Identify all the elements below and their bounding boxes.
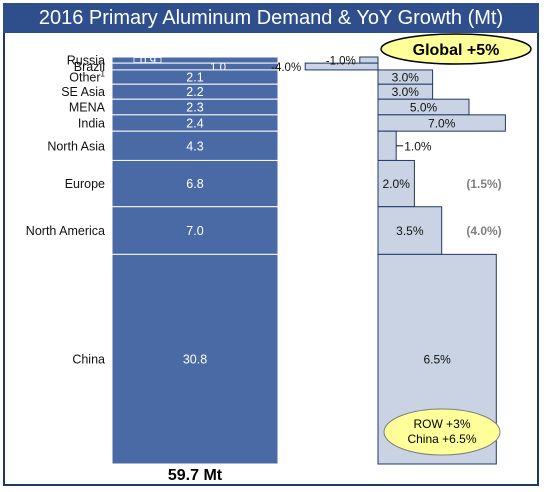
category-label-mena: MENA — [69, 101, 106, 115]
category-label-china: China — [72, 353, 105, 367]
growth-value-se-asia: 3.0% — [392, 85, 420, 99]
total-demand-label: 59.7 Mt — [168, 467, 223, 484]
growth-bar-brazil — [304, 62, 379, 71]
demand-bar-north-asia — [111, 130, 279, 161]
demand-bar-north-america — [111, 206, 279, 255]
demand-value-india: 2.4 — [186, 117, 203, 131]
growth-value-north-america: 3.5% — [396, 224, 424, 238]
category-label-india: India — [78, 117, 105, 131]
category-label-north-america: North America — [26, 224, 105, 238]
growth-value-brazil: -4.0% — [271, 62, 301, 74]
category-label-russia: Russia — [67, 54, 105, 68]
demand-value-se-asia: 2.2 — [186, 85, 203, 99]
category-label-europe: Europe — [65, 177, 105, 191]
growth-value-europe: 2.0% — [383, 177, 411, 191]
growth-value-mena: 5.0% — [410, 101, 438, 115]
global-callout-text: Global +5% — [413, 42, 500, 59]
category-label-other: Other1 — [69, 70, 105, 85]
growth-bar-north-asia — [377, 130, 397, 161]
growth-value-other: 3.0% — [392, 71, 420, 85]
demand-bar-europe — [111, 159, 279, 208]
demand-value-other: 2.1 — [186, 71, 203, 85]
growth-value-north-asia: 1.0% — [404, 139, 432, 153]
global-callout-ellipse — [380, 33, 532, 65]
growth-value-india: 7.0% — [428, 117, 456, 131]
demand-bar-china — [111, 253, 279, 465]
demand-value-north-asia: 4.3 — [186, 139, 203, 153]
growth-bar-russia — [359, 56, 379, 64]
demand-value-mena: 2.3 — [186, 101, 203, 115]
category-label-se-asia: SE Asia — [61, 85, 105, 99]
category-label-north-asia: North Asia — [47, 139, 105, 153]
growth-bar-india — [377, 114, 506, 132]
prior-value-north-america: (4.0%) — [466, 224, 501, 238]
demand-bar-brazil — [111, 62, 279, 71]
growth-bar-europe — [377, 159, 415, 208]
growth-value-russia: -1.0% — [326, 56, 356, 68]
demand-value-china: 30.8 — [183, 353, 207, 367]
prior-value-europe: (1.5%) — [466, 177, 501, 191]
category-label-brazil: Brazil — [74, 60, 105, 74]
chart-title: 2016 Primary Aluminum Demand & YoY Growt… — [3, 3, 539, 33]
demand-value-europe: 6.8 — [186, 177, 203, 191]
growth-value-china: 6.5% — [423, 353, 451, 367]
row-callout-line1: ROW +3% — [413, 417, 470, 431]
demand-value-north-america: 7.0 — [186, 224, 203, 238]
row-callout-ellipse — [383, 408, 501, 456]
row-callout-line2: China +6.5% — [407, 432, 476, 446]
growth-bar-north-america — [377, 206, 443, 255]
